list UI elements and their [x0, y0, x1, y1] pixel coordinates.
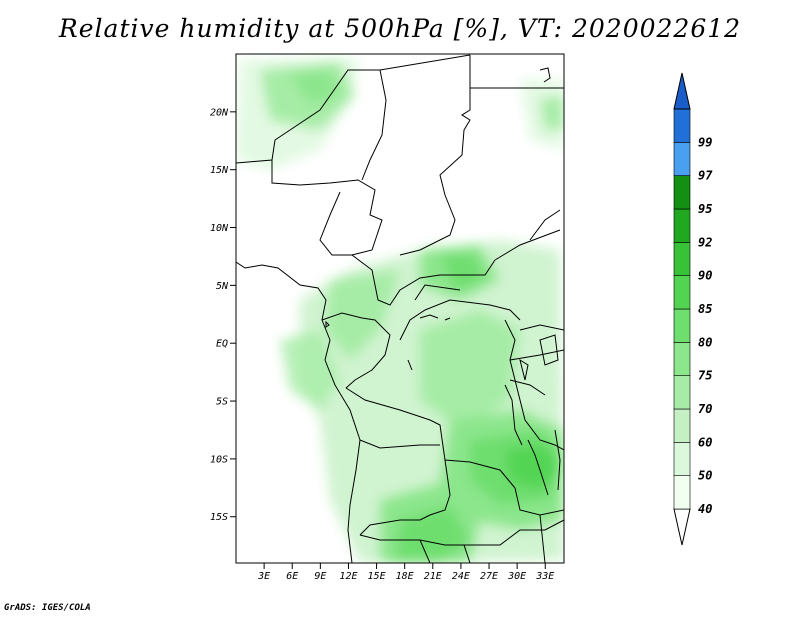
colorbar-segment [673, 442, 691, 476]
lat-tick-label: 20N [210, 107, 229, 118]
colorbar-label: 92 [698, 235, 712, 249]
lat-tick-label: 15S [210, 512, 228, 523]
colorbar-segment [673, 375, 691, 410]
colorbar-label: 90 [698, 269, 712, 283]
map-frame [235, 53, 565, 564]
colorbar-segment [673, 142, 691, 176]
colorbar-low-arrow [673, 508, 691, 546]
colorbar-label: 97 [698, 169, 713, 183]
colorbar-segment [673, 308, 691, 343]
map-title: Relative humidity at 500hPa [%], VT: 202… [58, 14, 742, 43]
colorbar-segment [673, 475, 691, 510]
colorbar-label: 99 [698, 135, 712, 149]
lon-tick-label: 3E [257, 571, 270, 582]
colorbar-high-arrow [673, 72, 691, 110]
latitude-axis: 20N 15N 10N 5N EQ 5S 10S 15S [210, 107, 236, 523]
lat-tick-label: EQ [216, 339, 228, 350]
lon-tick-label: 30E [507, 571, 526, 582]
colorbar-segment [673, 242, 691, 276]
lat-tick-label: 5S [216, 397, 228, 408]
grads-credit: GrADS: IGES/COLA [4, 603, 91, 613]
colorbar-label: 50 [698, 469, 712, 483]
colorbar-segment [673, 342, 691, 376]
colorbar-segment [673, 275, 691, 310]
lon-tick-label: 24E [452, 571, 470, 582]
colorbar-segment [673, 408, 691, 443]
lon-tick-label: 33E [535, 571, 554, 582]
lon-tick-label: 18E [396, 571, 414, 582]
colorbar-label: 80 [698, 335, 712, 349]
lat-tick-label: 5N [216, 281, 229, 292]
lon-tick-label: 6E [286, 571, 298, 582]
lat-tick-label: 10N [210, 223, 229, 234]
longitude-axis: 3E 6E 9E 12E 15E 18E 21E 24E 27E 30E 33E [257, 563, 554, 582]
colorbar-label: 85 [698, 302, 712, 316]
lon-tick-label: 12E [339, 571, 357, 582]
lon-tick-label: 15E [368, 571, 386, 582]
lat-tick-label: 15N [210, 165, 229, 176]
country-borders [236, 54, 564, 563]
colorbar-label: 75 [698, 369, 712, 383]
colorbar-segment [673, 208, 691, 243]
colorbar-segment [673, 175, 691, 210]
lon-tick-label: 9E [314, 571, 326, 582]
colorbar-label: 95 [698, 202, 712, 216]
colorbar-label: 70 [698, 402, 712, 416]
colorbar-label: 40 [698, 502, 712, 516]
colorbar-segment [673, 108, 691, 143]
lat-tick-label: 10S [210, 454, 228, 465]
colorbar: 40 50 60 70 75 80 85 90 92 95 97 99 [673, 72, 713, 546]
lon-tick-label: 27E [480, 571, 498, 582]
colorbar-label: 60 [698, 435, 712, 449]
lon-tick-label: 21E [424, 571, 442, 582]
